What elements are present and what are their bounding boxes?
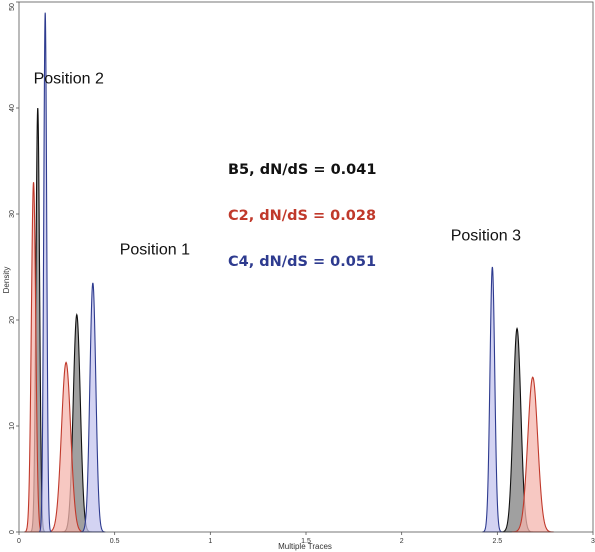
x-axis-label: Multiple Traces xyxy=(278,542,332,551)
x-tick-label-6: 3 xyxy=(591,538,595,545)
y-tick-label-2: 20 xyxy=(9,316,16,324)
y-tick-label-1: 10 xyxy=(9,422,16,430)
y-tick-label-0: 0 xyxy=(9,530,16,534)
annotation-position-0: Position 2 xyxy=(34,71,104,88)
legend-entry-2: C4, dN/dS = 0.051 xyxy=(228,254,376,270)
plot-area xyxy=(24,12,554,533)
x-tick-label-4: 2 xyxy=(400,538,404,545)
x-tick-label-3: 1.5 xyxy=(301,538,311,545)
density-peak-series-1-peak-2 xyxy=(511,376,554,533)
legend-entry-0: B5, dN/dS = 0.041 xyxy=(228,162,376,178)
x-tick-label-0: 0 xyxy=(17,538,21,545)
legend-entry-1: C2, dN/dS = 0.028 xyxy=(228,208,376,224)
annotation-position-1: Position 1 xyxy=(120,241,190,258)
y-tick-label-5: 50 xyxy=(9,3,16,11)
annotations: Position 2 Position 1 Position 3 xyxy=(34,71,521,259)
legend: B5, dN/dS = 0.041 C2, dN/dS = 0.028 C4, dN… xyxy=(228,162,376,270)
x-tick-label-5: 2.5 xyxy=(492,538,502,545)
density-peak-series-2-peak-0 xyxy=(38,12,52,533)
y-axis-label: Density xyxy=(2,267,11,294)
density-peak-series-2-peak-1 xyxy=(80,282,106,533)
annotation-position-2: Position 3 xyxy=(451,228,521,245)
y-tick-label-3: 30 xyxy=(9,210,16,218)
x-tick-label-1: 0.5 xyxy=(110,538,120,545)
y-tick-label-4: 40 xyxy=(9,104,16,112)
density-peak-series-2-peak-2 xyxy=(482,266,503,533)
x-tick-label-2: 1 xyxy=(208,538,212,545)
density-peak-series-1-peak-1 xyxy=(46,361,86,533)
density-peak-series-1-peak-0 xyxy=(24,182,43,533)
